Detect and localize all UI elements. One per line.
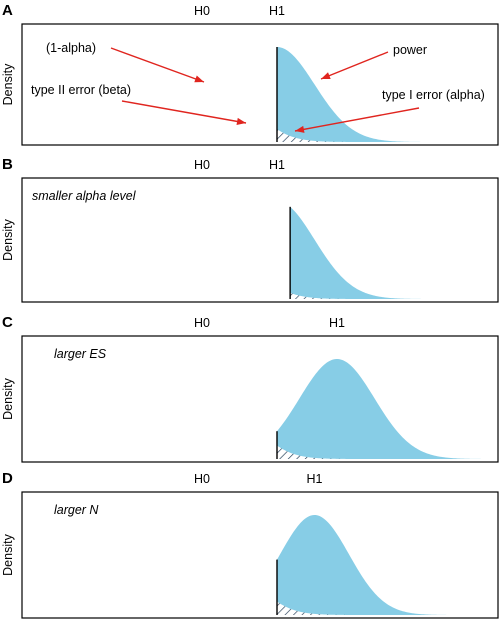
condition-label: larger ES <box>54 347 107 361</box>
h0-label: H0 <box>194 472 210 486</box>
power-label: power <box>393 43 427 57</box>
condition-label: larger N <box>54 503 99 517</box>
one-minus-alpha-label: (1-alpha) <box>46 41 96 55</box>
arrow-one-minus-alpha <box>110 47 205 83</box>
alpha-area <box>277 601 498 615</box>
alpha-area <box>277 129 498 142</box>
condition-label: smaller alpha level <box>32 189 137 203</box>
h0-label: H0 <box>194 316 210 330</box>
panel-label: B <box>2 156 13 173</box>
h0-label: H0 <box>194 4 210 18</box>
type2-error-label: type II error (beta) <box>31 83 131 97</box>
panel-b: B H0 H1 Density smaller alpha level <box>1 156 499 303</box>
panel-label: C <box>2 314 13 331</box>
h1-label: H1 <box>269 4 285 18</box>
power-area <box>290 206 498 299</box>
panel-a: A H0 H1 Density (1-alpha) power type II error … <box>1 2 499 146</box>
y-axis-label: Density <box>1 63 15 105</box>
arrow-type1 <box>294 107 420 133</box>
h0-label: H0 <box>194 158 210 172</box>
h1-label: H1 <box>307 472 323 486</box>
type1-error-label: type I error (alpha) <box>382 88 485 102</box>
y-axis-label: Density <box>1 218 15 260</box>
alpha-area <box>290 292 498 299</box>
y-axis-label: Density <box>1 377 15 419</box>
panel-c: C H0 H1 Density larger ES <box>1 314 499 463</box>
panel-frame <box>21 23 499 146</box>
panel-label: D <box>2 470 13 487</box>
h1-label: H1 <box>269 158 285 172</box>
power-area <box>277 47 498 142</box>
panel-d: D H0 H1 Density larger N <box>1 470 499 619</box>
power-area <box>277 515 498 615</box>
arrow-power <box>320 51 389 80</box>
panel-label: A <box>2 2 13 19</box>
h1-label: H1 <box>329 316 345 330</box>
arrow-type2 <box>121 100 247 125</box>
panel-frame <box>21 177 499 303</box>
panel-frame <box>21 491 499 619</box>
alpha-area <box>277 445 498 459</box>
power-area <box>277 359 498 459</box>
panel-frame <box>21 335 499 463</box>
y-axis-label: Density <box>1 533 15 575</box>
